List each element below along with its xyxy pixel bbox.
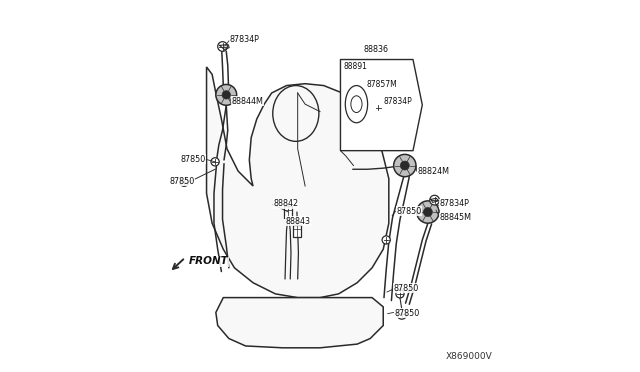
Text: 87850: 87850 <box>396 207 422 216</box>
Text: 87834P: 87834P <box>384 97 413 106</box>
Text: 87834P: 87834P <box>230 35 260 44</box>
Text: 87857M: 87857M <box>367 80 397 89</box>
Text: 88844M: 88844M <box>232 97 263 106</box>
Circle shape <box>394 154 416 177</box>
Circle shape <box>417 201 439 223</box>
Text: 88891: 88891 <box>343 62 367 71</box>
FancyBboxPatch shape <box>293 225 301 237</box>
Circle shape <box>394 113 399 118</box>
Text: 87850: 87850 <box>394 309 420 318</box>
Circle shape <box>396 290 404 298</box>
Circle shape <box>429 195 440 205</box>
Circle shape <box>389 109 403 122</box>
Text: 87850: 87850 <box>170 177 195 186</box>
Text: 88842: 88842 <box>273 199 299 208</box>
Polygon shape <box>216 298 383 348</box>
Circle shape <box>374 104 382 112</box>
Polygon shape <box>207 67 389 298</box>
Text: 88836: 88836 <box>364 45 388 54</box>
Text: X869000V: X869000V <box>446 352 493 361</box>
Circle shape <box>382 236 390 244</box>
Polygon shape <box>340 60 422 151</box>
Circle shape <box>222 91 230 99</box>
Circle shape <box>216 84 237 105</box>
Text: 88824M: 88824M <box>417 167 449 176</box>
Circle shape <box>401 161 410 170</box>
Text: FRONT: FRONT <box>189 256 229 266</box>
FancyBboxPatch shape <box>284 206 292 218</box>
Text: 87850: 87850 <box>394 284 419 293</box>
Text: 87834P: 87834P <box>440 199 470 208</box>
Circle shape <box>218 42 227 51</box>
Text: 88843: 88843 <box>286 217 311 226</box>
Text: 88845M: 88845M <box>440 213 472 222</box>
Circle shape <box>211 158 219 166</box>
Circle shape <box>180 178 188 186</box>
Circle shape <box>424 208 433 217</box>
Text: 87850: 87850 <box>180 155 205 164</box>
Circle shape <box>397 310 406 319</box>
